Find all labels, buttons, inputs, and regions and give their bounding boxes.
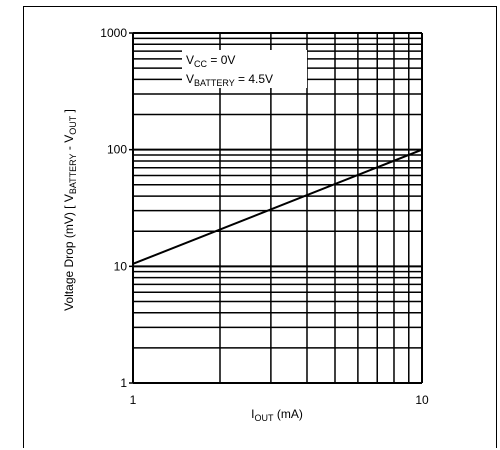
- annotation-box: [182, 50, 307, 88]
- x-tick-label-10: 10: [415, 393, 429, 407]
- y-tick-label-1: 1: [120, 376, 127, 390]
- tick-label-layer: 1 10 1 10 100 1000: [100, 26, 429, 407]
- x-axis-label: IOUT (mA): [251, 407, 303, 423]
- y-tick-label-1000: 1000: [100, 26, 127, 40]
- annotation-vcc: VCC = 0V: [186, 53, 235, 69]
- annotation-vbattery: VBATTERY = 4.5V: [186, 72, 273, 88]
- x-tick-label-1: 1: [130, 393, 137, 407]
- y-tick-label-10: 10: [114, 259, 128, 273]
- y-axis-label: Voltage Drop (mV) [ VBATTERY - VOUT ]: [62, 109, 78, 311]
- grid-layer: [129, 32, 423, 384]
- y-tick-label-100: 100: [107, 143, 127, 157]
- chart-frame: [23, 6, 497, 448]
- series-layer: [132, 148, 423, 265]
- voltage-drop-line: [132, 148, 423, 265]
